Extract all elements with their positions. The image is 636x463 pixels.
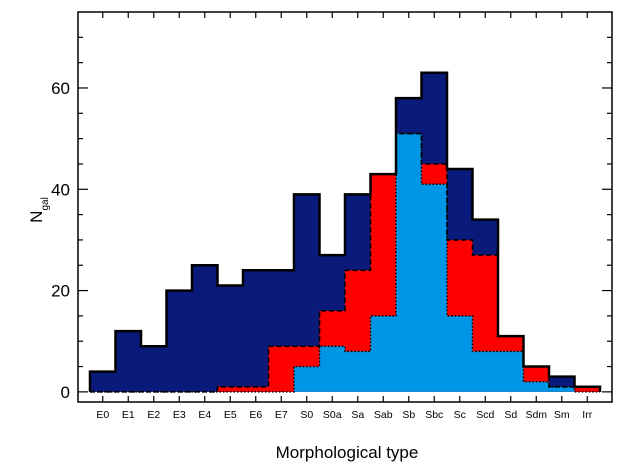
bar-series2-E6 (243, 386, 269, 392)
x-tick-label-E4: E4 (198, 409, 211, 421)
bar-series1-E1 (115, 331, 141, 392)
x-axis-title: Morphological type (276, 443, 419, 462)
x-tick-label-Sb: Sb (402, 409, 415, 421)
x-tick-label-Scd: Scd (476, 409, 494, 421)
x-tick-label-Sdm: Sdm (525, 409, 547, 421)
y-axis-title: Ngal (27, 197, 51, 223)
bar-series3-Sab (370, 315, 396, 392)
x-tick-label-Sd: Sd (504, 409, 517, 421)
bar-series3-Scd (472, 351, 498, 392)
x-tick-label-E5: E5 (224, 409, 237, 421)
bar-series1-E5 (217, 285, 243, 392)
bar-series1-E2 (141, 346, 167, 392)
bar-series3-Sbc (421, 184, 447, 392)
bar-series3-Sb (396, 133, 422, 392)
bar-series3-S0 (294, 366, 320, 392)
x-tick-label-E7: E7 (275, 409, 288, 421)
bar-series1-E6 (243, 270, 269, 392)
y-axis-title-subscript: gal (40, 197, 51, 210)
x-tick-label-E2: E2 (147, 409, 160, 421)
x-tick-label-Sbc: Sbc (425, 409, 443, 421)
bar-series3-Sc (447, 315, 473, 392)
bar-series3-S0a (319, 346, 345, 392)
x-tick-label-Sc: Sc (454, 409, 466, 421)
bar-series3-Sa (345, 351, 371, 392)
x-tick-label-E3: E3 (173, 409, 186, 421)
x-tick-label-E6: E6 (249, 409, 262, 421)
bar-series2-E5 (217, 386, 243, 392)
y-tick-label: 60 (51, 79, 70, 98)
x-tick-label-S0: S0 (300, 409, 313, 421)
plot-frame (77, 11, 613, 403)
bar-series3-Sm (549, 386, 575, 392)
x-tick-label-E0: E0 (96, 409, 109, 421)
y-tick-labels: 0 20 40 60 (51, 79, 70, 402)
y-tick-label: 20 (51, 282, 70, 301)
y-tick-label: 0 (61, 383, 70, 402)
outline-series2 (90, 132, 601, 393)
y-tick-label: 40 (51, 180, 70, 199)
x-tick-label-S0a: S0a (323, 409, 342, 421)
outline-series3 (90, 132, 600, 393)
x-tick-label-Sa: Sa (351, 409, 364, 421)
axes-frame (77, 11, 613, 403)
bar-series1-E0 (90, 371, 116, 392)
x-tick-labels: E0 E1 E2 E3 E4 E5 E6 E7 S0 S0a Sa Sab Sb Sbc Sc Scd Sd Sd… (96, 409, 592, 421)
x-tick-label-Sab: Sab (374, 409, 393, 421)
x-tick-label-E1: E1 (122, 409, 135, 421)
bar-series2-Irr (574, 386, 600, 392)
x-tick-label-Sm: Sm (554, 409, 570, 421)
x-tick-label-Irr: Irr (582, 409, 592, 421)
bars-layer (88, 71, 602, 393)
bar-series1-E4 (192, 265, 218, 392)
bar-series3-Sd (498, 351, 524, 392)
bar-series1-E3 (166, 290, 192, 392)
y-axis-title-main: N (27, 211, 46, 223)
bar-series2-E7 (268, 346, 294, 392)
bar-series3-Sdm (523, 381, 549, 392)
